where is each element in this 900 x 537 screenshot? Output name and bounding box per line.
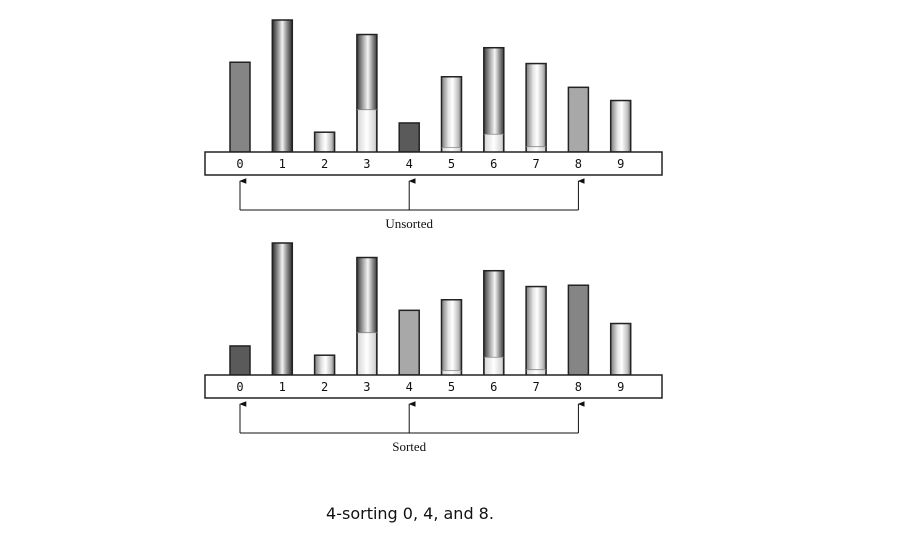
index-label-3: 3 (363, 157, 370, 171)
bar-8-body (567, 86, 590, 153)
index-label-2: 2 (321, 157, 328, 171)
bar-5 (440, 76, 463, 153)
bar-9-body (609, 322, 632, 376)
bar-9 (609, 99, 632, 153)
index-label-0: 0 (236, 157, 243, 171)
bar-8 (567, 86, 590, 153)
index-label-9: 9 (617, 380, 624, 394)
bar-3 (356, 256, 378, 376)
bar-2-body (313, 131, 336, 153)
bar-0-body (229, 61, 251, 153)
bar-9 (609, 322, 632, 376)
index-label-5: 5 (448, 380, 455, 394)
unsorted-panel: 0 1 2 3 4 5 6 7 8 9 Unsorted (204, 19, 663, 231)
bar-1 (271, 19, 294, 153)
bar-6-fill (484, 134, 503, 152)
bar-5 (440, 299, 463, 376)
bar-1 (271, 242, 294, 376)
bar-0 (229, 61, 251, 153)
figure-caption: 4-sorting 0, 4, and 8. (326, 504, 494, 523)
bar-4-body (398, 122, 420, 153)
bar-6-fill (484, 357, 503, 375)
bar-0 (229, 345, 251, 376)
index-label-7: 7 (532, 157, 539, 171)
bar-5-body (440, 76, 463, 153)
index-label-6: 6 (490, 380, 497, 394)
index-label-7: 7 (532, 380, 539, 394)
bar-4-body (398, 309, 420, 376)
unsorted-index-box (204, 151, 663, 176)
bar-0-body (229, 345, 251, 376)
bar-4 (398, 122, 420, 153)
bar-7 (525, 285, 547, 376)
bar-6 (483, 46, 505, 153)
bar-3 (356, 33, 378, 153)
bar-8 (567, 284, 590, 376)
index-label-4: 4 (406, 157, 413, 171)
index-label-8: 8 (575, 157, 582, 171)
bar-7 (525, 62, 547, 153)
bar-1-body (271, 242, 294, 376)
sorted-index-box (204, 374, 663, 399)
bar-8-body (567, 284, 590, 376)
index-label-1: 1 (279, 157, 286, 171)
index-label-4: 4 (406, 380, 413, 394)
bar-7-fill (527, 369, 546, 375)
bar-1-body (271, 19, 294, 153)
sorted-label: Sorted (392, 439, 426, 454)
index-label-8: 8 (575, 380, 582, 394)
bar-6 (483, 269, 505, 376)
index-label-1: 1 (279, 380, 286, 394)
index-label-2: 2 (321, 380, 328, 394)
index-label-6: 6 (490, 157, 497, 171)
bar-7-body (525, 285, 547, 376)
sorted-panel: 0 1 2 3 4 5 6 7 8 9 Sorted (204, 242, 663, 454)
unsorted-label: Unsorted (385, 216, 433, 231)
bar-5-fill (442, 147, 461, 152)
bar-2 (313, 354, 336, 376)
bar-3-fill (357, 332, 376, 375)
bar-2 (313, 131, 336, 153)
bar-5-fill (442, 370, 461, 375)
index-label-5: 5 (448, 157, 455, 171)
bar-4 (398, 309, 420, 376)
index-label-9: 9 (617, 157, 624, 171)
bar-7-fill (527, 146, 546, 152)
bar-5-body (440, 299, 463, 376)
bar-7-body (525, 62, 547, 153)
bar-3-fill (357, 109, 376, 152)
bar-2-body (313, 354, 336, 376)
index-label-0: 0 (236, 380, 243, 394)
index-label-3: 3 (363, 380, 370, 394)
bar-9-body (609, 99, 632, 153)
